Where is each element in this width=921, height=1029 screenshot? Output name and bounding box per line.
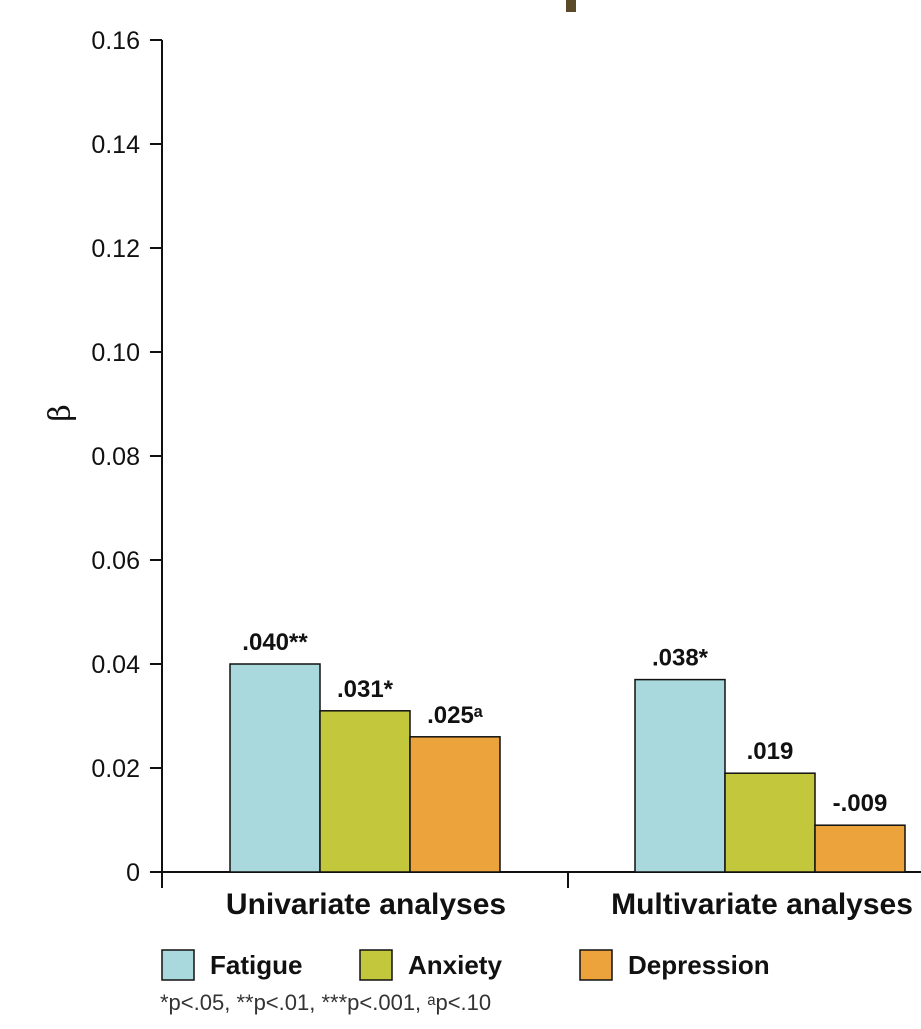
significance-footnote: *p<.05, **p<.01, ***p<.001, ᵃp<.10 — [160, 990, 492, 1015]
bar-depression-multivariate — [814, 824, 906, 873]
legend-label: Fatigue — [210, 950, 302, 980]
y-tick-label: 0.04 — [91, 651, 140, 679]
y-tick-label: 0.10 — [91, 339, 140, 367]
bar-anxiety-univariate — [319, 710, 411, 873]
bar-depression-univariate — [409, 736, 501, 873]
data-label: -.009 — [833, 790, 888, 817]
data-labels-group: .040** .038* .031* .019 .025ᵃ -.009 — [242, 629, 887, 817]
y-axis-label: β — [43, 404, 78, 421]
x-category-label: Univariate analyses — [226, 888, 506, 921]
legend-swatch — [359, 949, 393, 981]
y-tick-label: 0.06 — [91, 547, 140, 575]
legend-item-fatigue: Fatigue — [161, 949, 302, 981]
legend-item-depression: Depression — [579, 949, 770, 981]
y-tick-label: 0.16 — [91, 27, 140, 55]
y-tick-label: 0.12 — [91, 235, 140, 263]
y-tick-label: 0.02 — [91, 755, 140, 783]
bar-anxiety-multivariate — [724, 772, 816, 873]
y-tick-label: 0.14 — [91, 131, 140, 159]
data-label: .031* — [337, 676, 394, 703]
data-label: .038* — [652, 645, 709, 672]
y-tick-label: 0 — [126, 859, 140, 887]
y-tick-label: 0.08 — [91, 443, 140, 471]
bars-group — [229, 663, 906, 873]
x-category-label: Multivariate analyses — [611, 888, 913, 921]
bar-fatigue-multivariate — [634, 678, 726, 873]
legend-item-anxiety: Anxiety — [359, 949, 502, 981]
legend-label: Depression — [628, 950, 770, 980]
axes-group: 0 0.02 0.04 0.06 0.08 0.10 0.12 0.14 0.16 β Univar… — [43, 27, 921, 921]
data-label: .019 — [747, 738, 794, 765]
legend-swatch — [161, 949, 195, 981]
bar-fatigue-univariate — [229, 663, 321, 873]
legend: Fatigue Anxiety Depression — [161, 949, 770, 981]
data-label: .025ᵃ — [427, 702, 483, 729]
legend-label: Anxiety — [408, 950, 502, 980]
legend-swatch — [579, 949, 613, 981]
data-label: .040** — [242, 629, 308, 656]
title-fragment-mark — [566, 0, 576, 12]
